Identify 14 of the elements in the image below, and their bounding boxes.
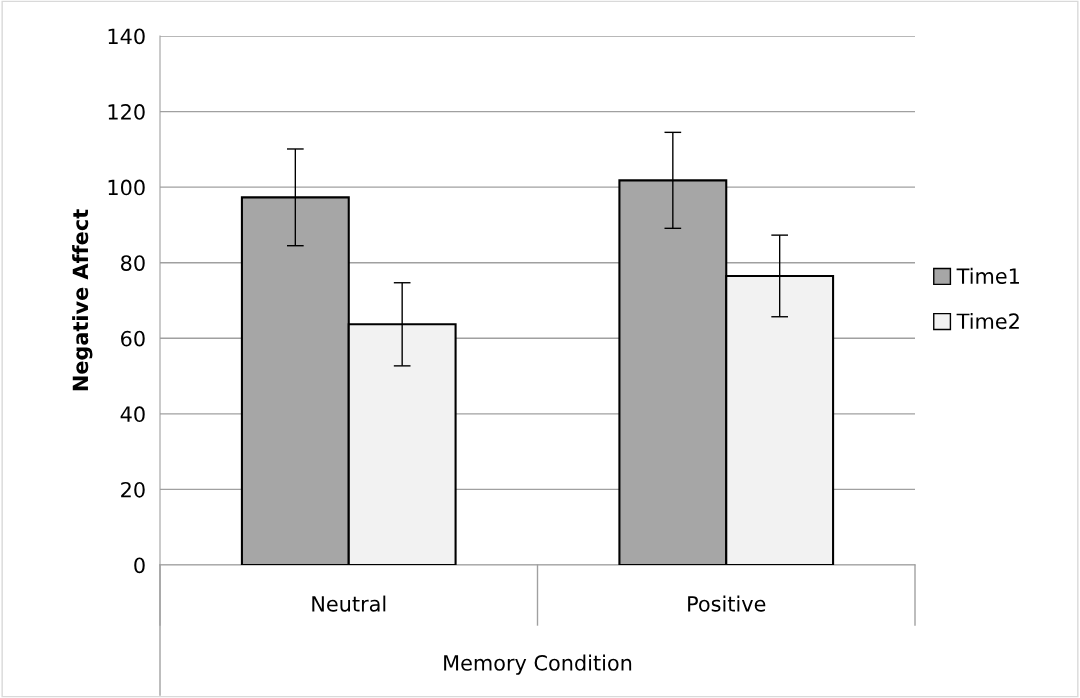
y-tick-label: 40: [120, 406, 145, 423]
y-tick-label: 0: [134, 557, 145, 574]
y-tick-label: 100: [108, 179, 145, 196]
y-tick-label: 60: [121, 330, 145, 347]
y-tick-label: 140: [108, 28, 145, 45]
x-tick-label: Neutral: [312, 595, 386, 612]
x-tick-label: Positive: [688, 595, 766, 612]
legend-label: Time2: [956, 313, 1019, 330]
x-axis-title: Memory Condition: [444, 654, 632, 675]
y-tick-label: 20: [121, 481, 145, 498]
legend-label: Time1: [956, 267, 1019, 284]
y-tick-label: 80: [121, 255, 145, 271]
y-axis-title: Negative Affect: [72, 209, 93, 391]
y-tick-label: 120: [108, 104, 145, 120]
